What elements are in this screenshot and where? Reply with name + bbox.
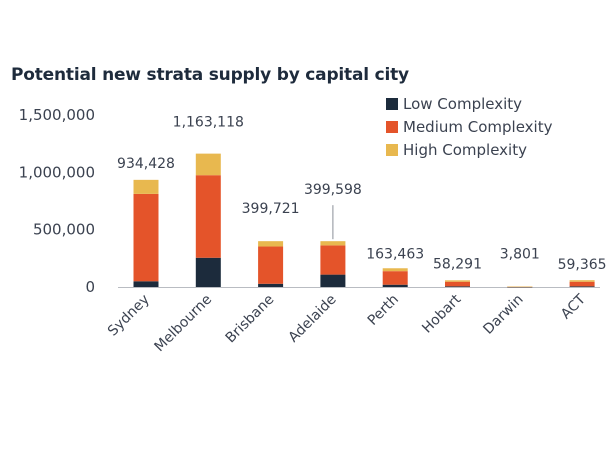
x-tick-label: Hobart xyxy=(419,291,464,336)
data-label-total: 399,598 xyxy=(304,182,362,198)
bar-medium-complexity xyxy=(382,271,408,285)
legend-label: Medium Complexity xyxy=(403,118,553,136)
data-label-total: 163,463 xyxy=(366,246,424,262)
x-tick-label: ACT xyxy=(558,291,589,322)
bar-low-complexity xyxy=(320,274,346,287)
bar-low-complexity xyxy=(445,286,470,287)
bar-medium-complexity xyxy=(133,193,159,282)
bar-high-complexity xyxy=(382,268,408,272)
y-tick-label: 1,000,000 xyxy=(19,163,95,181)
x-tick-label: Melbourne xyxy=(152,292,216,356)
x-tick-label: Adelaide xyxy=(285,292,339,346)
chart-title: Potential new strata supply by capital c… xyxy=(11,65,409,85)
bar-high-complexity xyxy=(320,241,346,246)
legend-swatch xyxy=(386,121,398,133)
data-label-total: 3,801 xyxy=(500,247,540,263)
bar-high-complexity xyxy=(507,286,533,288)
y-tick-label: 500,000 xyxy=(33,221,95,239)
x-tick-label: Brisbane xyxy=(223,292,278,347)
x-tick-label: Perth xyxy=(365,292,402,329)
data-label-total: 399,721 xyxy=(242,201,300,217)
bar-medium-complexity xyxy=(569,281,595,287)
data-label-total: 934,428 xyxy=(117,156,175,172)
bar-medium-complexity xyxy=(320,245,346,275)
bar-high-complexity xyxy=(133,179,159,194)
x-tick-label: Darwin xyxy=(480,292,526,338)
data-label-total: 58,291 xyxy=(433,256,482,272)
x-tick-label: Sydney xyxy=(105,292,153,340)
legend-label: High Complexity xyxy=(403,141,527,159)
bar-low-complexity xyxy=(258,283,284,287)
bar-medium-complexity xyxy=(445,281,470,287)
bar-medium-complexity xyxy=(258,246,284,284)
bar-low-complexity xyxy=(507,286,533,288)
y-tick-label: 1,500,000 xyxy=(19,106,95,124)
bar-high-complexity xyxy=(258,241,284,247)
bar-high-complexity xyxy=(445,280,470,282)
y-tick-label: 0 xyxy=(85,278,95,296)
bar-low-complexity xyxy=(195,257,221,287)
bar-low-complexity xyxy=(133,281,159,287)
legend-swatch xyxy=(386,144,398,156)
bar-high-complexity xyxy=(569,280,595,282)
data-label-total: 1,163,118 xyxy=(173,115,244,131)
bar-medium-complexity xyxy=(195,175,221,258)
bar-high-complexity xyxy=(195,153,221,176)
legend-label: Low Complexity xyxy=(403,95,522,113)
bar-low-complexity xyxy=(569,286,595,287)
data-label-total: 59,365 xyxy=(558,257,607,273)
bar-low-complexity xyxy=(382,284,408,287)
legend-swatch xyxy=(386,98,398,110)
